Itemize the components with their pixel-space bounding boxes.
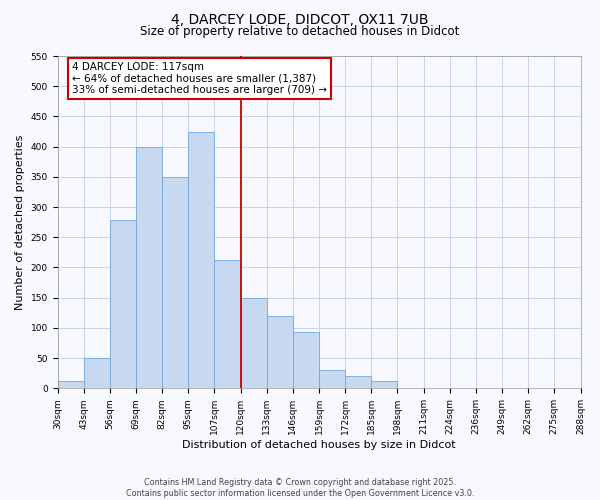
Bar xyxy=(136,146,162,388)
Bar xyxy=(214,260,241,388)
Bar xyxy=(188,132,214,388)
X-axis label: Distribution of detached houses by size in Didcot: Distribution of detached houses by size … xyxy=(182,440,456,450)
Text: 4, DARCEY LODE, DIDCOT, OX11 7UB: 4, DARCEY LODE, DIDCOT, OX11 7UB xyxy=(171,12,429,26)
Y-axis label: Number of detached properties: Number of detached properties xyxy=(15,134,25,310)
Text: Contains HM Land Registry data © Crown copyright and database right 2025.
Contai: Contains HM Land Registry data © Crown c… xyxy=(126,478,474,498)
Bar xyxy=(293,332,319,388)
Bar xyxy=(371,381,397,388)
Bar xyxy=(319,370,345,388)
Bar xyxy=(58,381,83,388)
Bar xyxy=(83,358,110,388)
Bar xyxy=(345,376,371,388)
Bar xyxy=(267,316,293,388)
Bar xyxy=(162,177,188,388)
Text: Size of property relative to detached houses in Didcot: Size of property relative to detached ho… xyxy=(140,25,460,38)
Text: 4 DARCEY LODE: 117sqm
← 64% of detached houses are smaller (1,387)
33% of semi-d: 4 DARCEY LODE: 117sqm ← 64% of detached … xyxy=(72,62,327,95)
Bar xyxy=(241,298,267,388)
Bar xyxy=(110,220,136,388)
